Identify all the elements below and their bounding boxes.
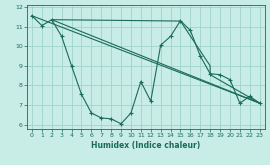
X-axis label: Humidex (Indice chaleur): Humidex (Indice chaleur) xyxy=(91,141,200,150)
